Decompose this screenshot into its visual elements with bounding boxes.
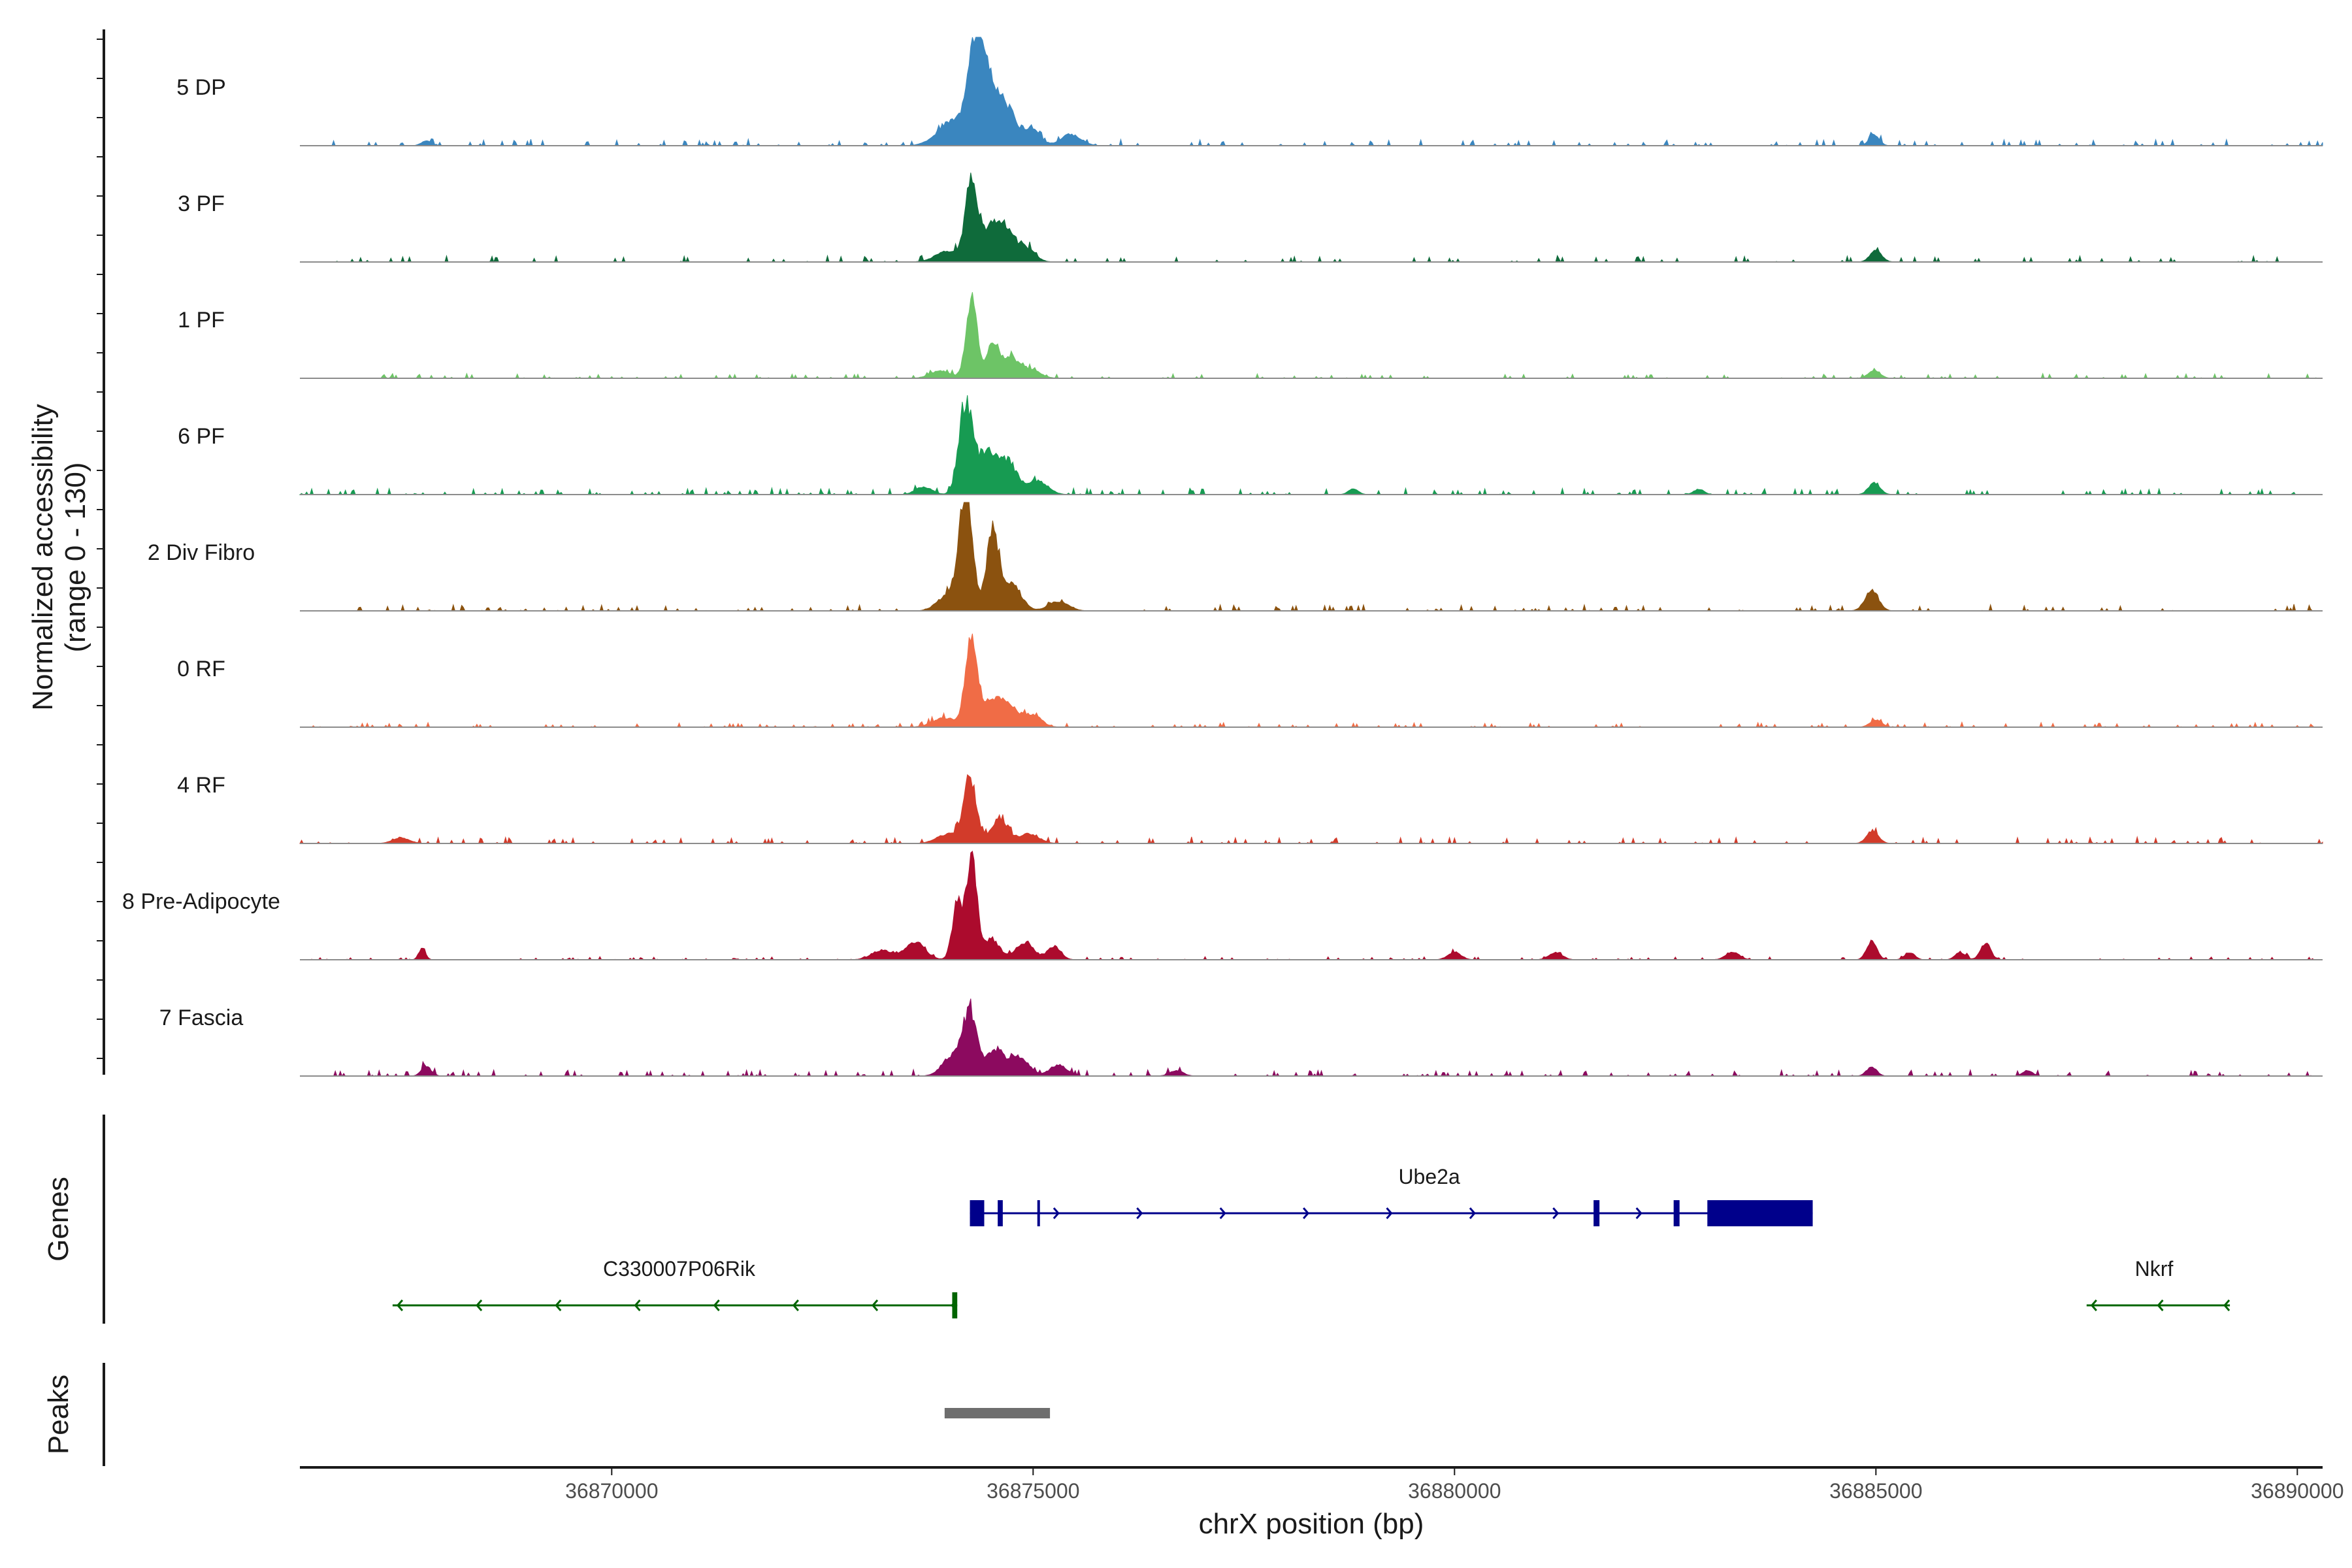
gene-nkrf: Nkrf xyxy=(2086,1257,2230,1311)
exon xyxy=(1037,1200,1040,1226)
coverage-area xyxy=(300,851,2323,960)
strand-arrow xyxy=(1136,1207,1143,1219)
peak-region-bar xyxy=(944,1408,1051,1418)
exon xyxy=(970,1200,985,1226)
peak-regions xyxy=(944,1408,1051,1418)
y-axis-ticks xyxy=(97,39,104,1059)
strand-arrow xyxy=(1386,1207,1393,1219)
coverage-area xyxy=(299,774,2323,845)
gene-label: Ube2a xyxy=(1398,1165,1460,1188)
strand-arrow xyxy=(555,1299,562,1311)
coverage-tracks: 5 DP 3 PF 1 PF 6 PF 2 Div Fibro 0 RF 4 RF 8 Pre… xyxy=(122,37,2323,1077)
track-4-rf: 4 RF xyxy=(177,773,2323,845)
track-5-dp: 5 DP xyxy=(176,37,2323,147)
track-label: 6 PF xyxy=(178,424,225,449)
strand-arrow xyxy=(1219,1207,1226,1219)
exon xyxy=(1593,1200,1600,1226)
exon xyxy=(998,1200,1003,1226)
x-tick-label: 36890000 xyxy=(2251,1479,2344,1503)
track-label: 4 RF xyxy=(177,773,225,798)
track-3-pf: 3 PF xyxy=(178,172,2323,263)
strand-arrow xyxy=(2090,1299,2097,1311)
x-tick-label: 36875000 xyxy=(987,1479,1079,1503)
track-label: 7 Fascia xyxy=(159,1005,244,1030)
gene-label: Nkrf xyxy=(2135,1257,2174,1281)
x-tick-label: 36880000 xyxy=(1408,1479,1501,1503)
exon xyxy=(952,1292,958,1318)
gene-annotations: Ube2a C330007P06Rik Nkrf xyxy=(392,1165,2230,1318)
gene-c330007p06rik: C330007P06Rik xyxy=(392,1257,958,1318)
coverage-area xyxy=(300,292,2323,380)
strand-arrow xyxy=(1635,1207,1642,1219)
strand-arrow xyxy=(2157,1299,2164,1311)
coverage-area xyxy=(300,633,2323,728)
y-axis-range: (range 0 - 130) xyxy=(59,462,91,652)
track-2-div-fibro: 2 Div Fibro xyxy=(148,502,2323,612)
track-label: 2 Div Fibro xyxy=(148,540,255,565)
track-label: 1 PF xyxy=(178,308,225,333)
genes-panel-title: Genes xyxy=(42,1177,74,1262)
coverage-area xyxy=(300,37,2323,147)
strand-arrow xyxy=(2223,1299,2230,1311)
exon xyxy=(1707,1200,1813,1226)
coverage-area xyxy=(300,998,2323,1077)
y-axis-title: Normalized accessibility xyxy=(27,404,59,710)
track-7-fascia: 7 Fascia xyxy=(159,998,2323,1077)
x-axis-title: chrX position (bp) xyxy=(1199,1508,1424,1540)
track-8-pre-adipocyte: 8 Pre-Adipocyte xyxy=(122,851,2323,960)
strand-arrow xyxy=(713,1299,720,1311)
peaks-panel-title: Peaks xyxy=(42,1375,74,1454)
strand-arrow xyxy=(396,1299,404,1311)
exon xyxy=(1673,1200,1680,1226)
gene-label: C330007P06Rik xyxy=(603,1257,756,1281)
gene-ube2a: Ube2a xyxy=(970,1165,1813,1226)
x-tick-label: 36885000 xyxy=(1829,1479,1922,1503)
strand-arrow xyxy=(476,1299,483,1311)
coverage-area xyxy=(300,502,2323,612)
strand-arrow xyxy=(1469,1207,1476,1219)
coverage-area xyxy=(300,172,2323,263)
strand-arrow xyxy=(1303,1207,1310,1219)
strand-arrow xyxy=(872,1299,879,1311)
track-label: 3 PF xyxy=(178,191,225,216)
strand-arrow xyxy=(1552,1207,1560,1219)
track-6-pf: 6 PF xyxy=(178,395,2323,496)
track-1-pf: 1 PF xyxy=(178,292,2323,380)
x-tick-label: 36870000 xyxy=(565,1479,658,1503)
coverage-area xyxy=(299,395,2323,496)
strand-arrow xyxy=(792,1299,799,1311)
x-axis-ticks: 36870000 36875000 36880000 36885000 36890000 xyxy=(565,1467,2344,1503)
strand-arrow xyxy=(1053,1207,1060,1219)
track-label: 5 DP xyxy=(176,75,226,100)
strand-arrow xyxy=(634,1299,641,1311)
track-label: 8 Pre-Adipocyte xyxy=(122,889,280,914)
track-0-rf: 0 RF xyxy=(177,633,2323,728)
track-label: 0 RF xyxy=(177,657,225,681)
